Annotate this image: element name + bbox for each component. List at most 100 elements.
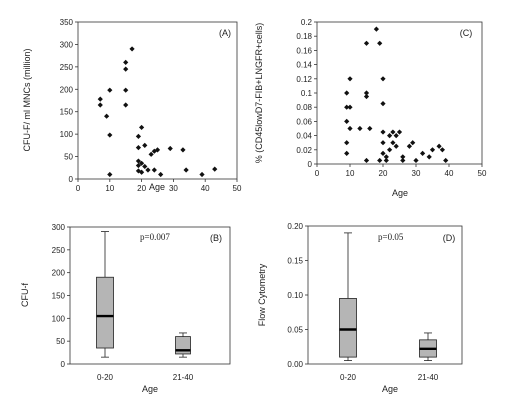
y-tick-label: 200 <box>52 269 66 278</box>
box-iqr <box>339 298 357 358</box>
scatter-point <box>151 167 157 173</box>
y-axis-label: CFU-F/ ml MNCs (million) <box>22 49 32 152</box>
x-tick-label: 40 <box>445 169 454 178</box>
box-iqr <box>96 276 114 349</box>
scatter-point <box>344 104 350 110</box>
y-tick-label: 0 <box>61 360 66 369</box>
scatter-point <box>347 104 353 110</box>
y-tick-label: 150 <box>52 292 66 301</box>
y-tick-label: 50 <box>56 337 65 346</box>
x-axis-label: Age <box>392 188 408 198</box>
x-category-label: 0-20 <box>97 373 114 382</box>
y-tick-label: 0.06 <box>296 117 312 126</box>
scatter-point <box>426 154 432 160</box>
panel-label: (C) <box>460 28 473 38</box>
scatter-point <box>367 125 373 132</box>
scatter-point <box>142 163 148 170</box>
scatter-point <box>142 142 148 148</box>
scatter-point <box>380 101 386 107</box>
y-tick-label: 350 <box>60 18 74 27</box>
scatter-point <box>363 93 370 100</box>
scatter-point <box>377 157 383 164</box>
y-tick-label: 150 <box>60 108 74 117</box>
y-tick-label: 0.16 <box>296 46 312 55</box>
scatter-point <box>380 76 386 82</box>
scatter-point <box>377 40 383 46</box>
x-axis-label: Age <box>382 384 398 394</box>
x-tick-label: 50 <box>233 184 242 193</box>
scatter-point <box>413 157 419 164</box>
scatter-point <box>357 125 363 132</box>
scatter-point <box>180 147 186 153</box>
scatter-point <box>363 90 370 96</box>
y-tick-label: 0.08 <box>296 103 312 112</box>
x-tick-label: 0 <box>315 169 320 178</box>
x-axis-label: Age <box>149 182 165 192</box>
scatter-point <box>344 150 350 156</box>
y-tick-label: 0.00 <box>287 360 303 369</box>
scatter-point <box>154 147 161 153</box>
scatter-point <box>363 40 370 46</box>
y-tick-label: 0.1 <box>301 89 313 98</box>
y-tick-label: 0.18 <box>296 32 312 41</box>
scatter-point <box>123 102 129 108</box>
y-axis-label: CFU-f <box>20 283 30 307</box>
scatter-point <box>199 171 205 178</box>
scatter-point <box>97 96 103 102</box>
scatter-point <box>344 118 350 124</box>
x-tick-label: 0 <box>76 184 81 193</box>
scatter-point <box>135 158 142 164</box>
x-tick-label: 10 <box>105 184 114 193</box>
scatter-point <box>135 145 142 151</box>
y-tick-label: 300 <box>52 223 66 232</box>
y-tick-label: 50 <box>64 153 73 162</box>
scatter-point <box>123 66 129 72</box>
scatter-point <box>406 143 412 149</box>
scatter-point <box>139 169 145 175</box>
y-tick-label: 0.04 <box>296 132 312 141</box>
scatter-point <box>380 129 386 135</box>
y-tick-label: 300 <box>60 40 74 49</box>
panel-b-boxplot: (B) Age CFU-f 0 50 100 150 200 250 300 p=0.007 0-20… <box>20 223 231 394</box>
scatter-point <box>167 145 173 152</box>
y-axis-label: % (CD45lowD7-FIB+LNGFR+cells) <box>254 23 264 164</box>
p-value-annotation: p=0.05 <box>378 232 404 242</box>
x-tick-label: 30 <box>412 169 421 178</box>
y-tick-label: 0.05 <box>287 326 303 335</box>
y-axis-label: Flow Cytometry <box>257 263 267 326</box>
y-tick-label: 100 <box>60 130 74 139</box>
scatter-point <box>123 87 129 93</box>
x-axis-label: Age <box>142 384 158 394</box>
scatter-point <box>145 167 151 173</box>
plot-frame <box>77 21 238 180</box>
y-tick-label: 0.10 <box>287 291 303 300</box>
x-category-label: 0-20 <box>340 373 357 382</box>
x-tick-label: 40 <box>201 184 210 193</box>
scatter-point <box>429 147 436 153</box>
scatter-point <box>107 171 113 178</box>
x-tick-label: 20 <box>379 169 388 178</box>
scatter-point <box>443 157 449 164</box>
y-tick-label: 100 <box>52 314 66 323</box>
panel-c-scatter: (C) Age % (CD45lowD7-FIB+LNGFR+cells) 0 0.02… <box>254 18 487 198</box>
p-value-annotation: p=0.007 <box>140 232 170 242</box>
y-tick-label: 0.02 <box>296 146 312 155</box>
scatter-point <box>439 147 445 153</box>
y-tick-label: 250 <box>52 246 66 255</box>
scatter-point <box>97 102 103 108</box>
x-category-label: 21-40 <box>173 373 194 382</box>
panel-label: (A) <box>219 28 231 38</box>
scatter-point <box>380 140 386 146</box>
y-tick-label: 0 <box>69 175 74 184</box>
scatter-point <box>347 125 353 132</box>
scatter-point <box>410 140 416 146</box>
x-tick-label: 50 <box>478 169 487 178</box>
scatter-point <box>139 160 145 166</box>
scatter-point <box>135 162 142 169</box>
scatter-point <box>400 154 406 160</box>
y-tick-label: 0.2 <box>301 18 313 27</box>
scatter-point <box>420 150 426 156</box>
scatter-point <box>158 171 164 178</box>
